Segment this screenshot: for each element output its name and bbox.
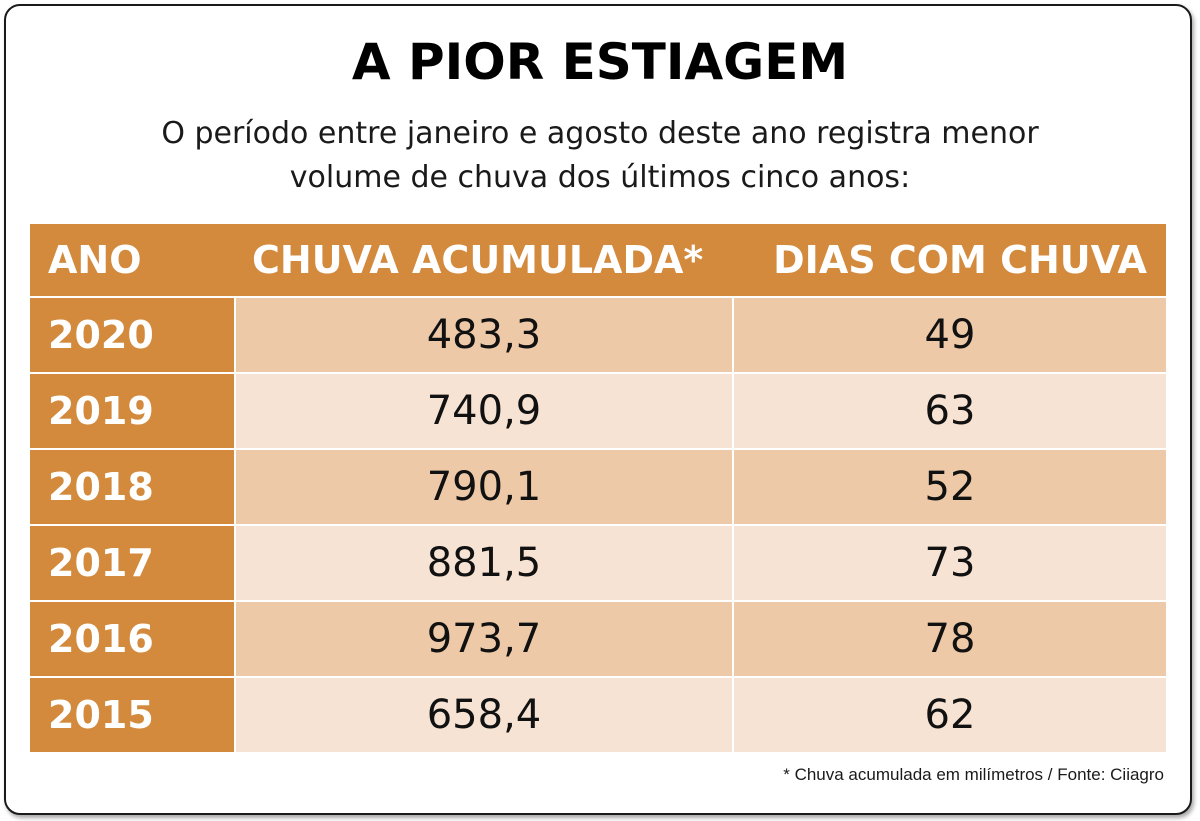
year-cell: 2017: [30, 526, 234, 600]
footnote-source: * Chuva acumulada em milímetros / Fonte:…: [783, 765, 1164, 784]
rain-cell: 973,7: [236, 602, 732, 676]
rain-cell: 658,4: [236, 678, 732, 752]
year-cell: 2019: [30, 374, 234, 448]
column-header-year: ANO: [30, 224, 234, 296]
rain-cell: 790,1: [236, 450, 732, 524]
column-header-rain: CHUVA ACUMULADA*: [234, 224, 734, 296]
days-cell: 49: [734, 298, 1166, 372]
rain-cell: 740,9: [236, 374, 732, 448]
rain-cell: 881,5: [236, 526, 732, 600]
table-row: 2019 740,9 63: [30, 374, 1166, 448]
year-cell: 2018: [30, 450, 234, 524]
days-cell: 62: [734, 678, 1166, 752]
subtitle-line-1: O período entre janeiro e agosto deste a…: [161, 116, 1039, 151]
year-cell: 2015: [30, 678, 234, 752]
rainfall-table: ANO CHUVA ACUMULADA* DIAS COM CHUVA 2020…: [30, 224, 1166, 754]
table-row: 2016 973,7 78: [30, 602, 1166, 676]
year-cell: 2020: [30, 298, 234, 372]
table-row: 2015 658,4 62: [30, 678, 1166, 752]
subtitle: O período entre janeiro e agosto deste a…: [0, 112, 1200, 200]
days-cell: 63: [734, 374, 1166, 448]
page-title: A PIOR ESTIAGEM: [351, 33, 849, 91]
year-cell: 2016: [30, 602, 234, 676]
days-cell: 73: [734, 526, 1166, 600]
table-row: 2017 881,5 73: [30, 526, 1166, 600]
table-row: 2020 483,3 49: [30, 298, 1166, 372]
days-cell: 52: [734, 450, 1166, 524]
subtitle-line-2: volume de chuva dos últimos cinco anos:: [289, 160, 911, 195]
column-header-days: DIAS COM CHUVA: [734, 224, 1166, 296]
days-cell: 78: [734, 602, 1166, 676]
rain-cell: 483,3: [236, 298, 732, 372]
table-row: 2018 790,1 52: [30, 450, 1166, 524]
